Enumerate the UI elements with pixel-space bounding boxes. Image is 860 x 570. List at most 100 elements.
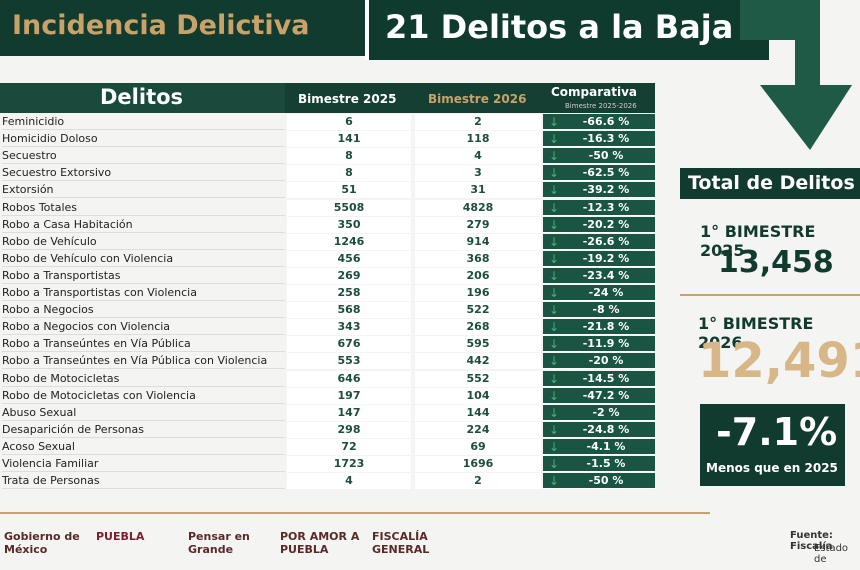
comparativa: -50 % xyxy=(543,473,655,490)
value-2025: 147 xyxy=(287,404,411,421)
down-arrow: ↓ xyxy=(549,149,560,164)
value-2025: 197 xyxy=(287,387,411,404)
total-2026: 12,491 xyxy=(698,333,860,389)
value-2025: 5508 xyxy=(287,199,411,216)
down-arrow: ↓ xyxy=(549,474,560,489)
row-label: Robo de Motocicletas xyxy=(2,371,285,387)
comparativa: -26.6 % xyxy=(543,233,655,250)
row-label: Violencia Familiar xyxy=(2,456,285,472)
arrow xyxy=(740,0,852,150)
comparativa: -24.8 % xyxy=(543,421,655,438)
comparativa: -1.5 % xyxy=(543,456,655,472)
row-label: Extorsión xyxy=(2,182,285,199)
source: Fuente: Fiscalía xyxy=(790,530,833,552)
down-arrow: ↓ xyxy=(549,303,560,318)
value-2026: 552 xyxy=(415,370,541,387)
value-2025: 141 xyxy=(287,131,411,148)
value-2026: 1696 xyxy=(415,456,541,472)
value-2026: 69 xyxy=(415,438,541,455)
logos: Gobierno de México PUEBLA Pensar en Grande… xyxy=(0,530,460,560)
comparativa: -62.5 % xyxy=(543,165,655,182)
headline: 21 Delitos a la Baja xyxy=(385,8,734,46)
value-2025: 6 xyxy=(287,114,411,130)
col-header: Comparativa xyxy=(551,85,638,99)
logo: POR AMOR A PUEBLA xyxy=(280,530,360,556)
row-label: Robo a Transportistas con Violencia xyxy=(2,285,285,301)
down-arrow: ↓ xyxy=(549,422,560,437)
comparativa: -16.3 % xyxy=(543,131,655,148)
down-arrow: ↓ xyxy=(549,132,560,147)
value-2026: 368 xyxy=(415,250,541,267)
comparativa: -20.2 % xyxy=(543,216,655,233)
row-label: Robo a Transportistas xyxy=(2,268,285,284)
value-2026: 196 xyxy=(415,285,541,301)
down-arrow: ↓ xyxy=(549,200,560,215)
value-2025: 1723 xyxy=(287,456,411,472)
value-2025: 553 xyxy=(287,353,411,370)
row-label: Acoso Sexual xyxy=(2,439,285,455)
comparativa: -50 % xyxy=(543,148,655,165)
comparativa: -24 % xyxy=(543,285,655,301)
down-arrow: ↓ xyxy=(549,115,560,129)
logo: PUEBLA xyxy=(96,530,145,543)
value-2026: 4828 xyxy=(415,199,541,216)
comparativa: -19.2 % xyxy=(543,250,655,267)
comparativa: -47.2 % xyxy=(543,387,655,404)
value-2025: 456 xyxy=(287,250,411,267)
comparativa: -2 % xyxy=(543,404,655,421)
down-arrow: ↓ xyxy=(549,268,560,283)
value-2025: 1246 xyxy=(287,233,411,250)
row-label: Feminicidio xyxy=(2,114,285,130)
value-2026: 104 xyxy=(415,387,541,404)
col-header: Bimestre 2026 xyxy=(428,92,527,106)
value-2026: 442 xyxy=(415,353,541,370)
row-label: Homicidio Doloso xyxy=(2,131,285,148)
value-2025: 8 xyxy=(287,148,411,165)
row-label: Robo a Transeúntes en Vía Pública con Vi… xyxy=(2,353,285,370)
down-arrow: ↓ xyxy=(549,234,560,249)
value-2026: 224 xyxy=(415,421,541,438)
row-label: Desaparición de Personas xyxy=(2,422,285,438)
value-2026: 914 xyxy=(415,233,541,250)
change: -7.1% xyxy=(716,410,838,454)
comparativa: -39.2 % xyxy=(543,182,655,199)
down-arrow: ↓ xyxy=(549,405,560,420)
col-header: Delitos xyxy=(100,85,184,109)
value-2025: 269 xyxy=(287,267,411,284)
value-2025: 676 xyxy=(287,336,411,353)
comparativa: -21.8 % xyxy=(543,319,655,336)
value-2026: 522 xyxy=(415,302,541,319)
total-2025: 13,458 xyxy=(718,245,834,280)
value-2026: 144 xyxy=(415,404,541,421)
comparativa: -11.9 % xyxy=(543,336,655,353)
row-label: Abuso Sexual xyxy=(2,405,285,421)
value-2025: 51 xyxy=(287,182,411,199)
value-2025: 8 xyxy=(287,165,411,182)
col-header: Bimestre 2025 xyxy=(298,92,397,106)
row-label: Secuestro Extorsivo xyxy=(2,165,285,182)
down-arrow: ↓ xyxy=(549,320,560,335)
down-arrow: ↓ xyxy=(549,286,560,300)
value-2025: 350 xyxy=(287,216,411,233)
row-label: Robo de Vehículo xyxy=(2,234,285,250)
value-2025: 646 xyxy=(287,370,411,387)
comparativa: -23.4 % xyxy=(543,267,655,284)
logo: Gobierno de México xyxy=(4,530,80,556)
label-2025: 1° BIMESTRE 2025 xyxy=(700,222,816,260)
comparativa: -12.3 % xyxy=(543,199,655,216)
value-2026: 206 xyxy=(415,267,541,284)
down-arrow: ↓ xyxy=(549,439,560,454)
value-2026: 118 xyxy=(415,131,541,148)
row-label: Secuestro xyxy=(2,148,285,165)
value-2025: 258 xyxy=(287,285,411,301)
value-2025: 72 xyxy=(287,438,411,455)
row-label: Trata de Personas xyxy=(2,473,285,490)
value-2026: 2 xyxy=(415,114,541,130)
down-arrow: ↓ xyxy=(549,457,560,471)
source: Estado de xyxy=(814,543,849,565)
comparativa: -66.6 % xyxy=(543,114,655,130)
down-arrow: ↓ xyxy=(549,388,560,403)
comparativa: -20 % xyxy=(543,353,655,370)
row-label: Robos Totales xyxy=(2,200,285,216)
